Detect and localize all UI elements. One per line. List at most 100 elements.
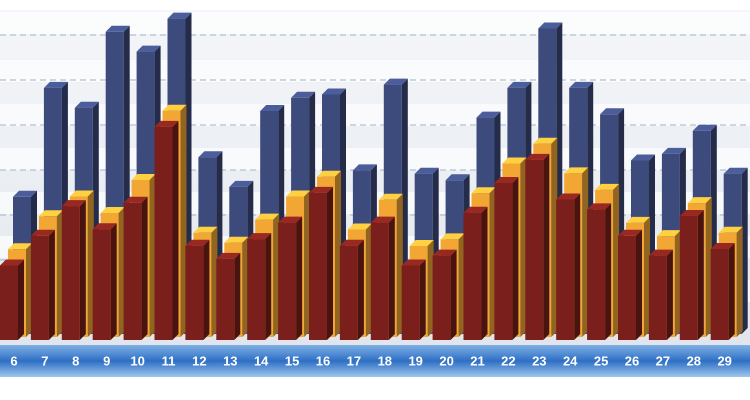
bar-top — [260, 105, 285, 111]
bar-side — [419, 259, 426, 340]
x-tick-label: 29 — [717, 353, 731, 368]
x-tick-label: 20 — [439, 353, 453, 368]
x-tick-label: 11 — [162, 353, 176, 368]
bar-top — [309, 186, 333, 193]
bar-top — [291, 91, 316, 98]
x-tick-label: 27 — [656, 353, 670, 368]
bar-side — [18, 259, 24, 340]
bar — [587, 209, 606, 340]
x-tick-label: 10 — [130, 353, 144, 368]
x-tick-label: 12 — [192, 353, 206, 368]
bar-top — [278, 216, 303, 223]
bar-top — [229, 180, 254, 187]
bar-side — [203, 239, 210, 340]
bar-side — [613, 183, 620, 337]
bar-side — [674, 230, 681, 337]
bar-top — [8, 243, 32, 250]
bar-top — [383, 78, 408, 85]
bar-top — [409, 240, 434, 246]
bar-side — [697, 210, 704, 340]
bar — [556, 199, 575, 340]
bar — [525, 159, 544, 340]
bar-top — [105, 25, 130, 32]
bar-top — [43, 81, 68, 88]
x-tick-label: 7 — [41, 353, 48, 368]
bar-side — [605, 203, 612, 340]
bar-top — [445, 174, 470, 181]
bar — [710, 249, 729, 340]
bar-top — [162, 104, 187, 111]
bar-top — [167, 12, 192, 19]
bar-side — [574, 193, 581, 340]
bar — [154, 126, 173, 341]
bar-side — [427, 240, 434, 337]
bar-top — [710, 243, 735, 249]
bar-side — [458, 233, 465, 337]
x-tick-label: 16 — [316, 353, 330, 368]
bar-top — [679, 210, 704, 216]
bar-side — [56, 210, 63, 337]
bar-side — [48, 229, 55, 340]
bar-top — [216, 252, 241, 259]
bar — [309, 192, 327, 340]
bar-side — [141, 196, 148, 340]
bar-top — [131, 174, 156, 180]
bar-side — [388, 216, 395, 340]
bar-top — [476, 111, 501, 118]
bar — [648, 255, 667, 340]
bar — [401, 265, 420, 340]
bar-side — [172, 120, 179, 341]
bar-top — [538, 22, 563, 29]
bar-top — [255, 213, 280, 220]
bar-side — [705, 197, 712, 337]
bar-side — [327, 186, 333, 340]
bar-top — [723, 167, 748, 174]
bar — [61, 206, 80, 340]
bar-top — [656, 230, 681, 237]
x-tick-label: 24 — [563, 353, 578, 368]
bar-top — [432, 249, 457, 256]
bar-side — [736, 226, 743, 337]
bar-side — [450, 249, 457, 340]
bar-top — [30, 229, 55, 236]
x-tick-label: 13 — [223, 353, 237, 368]
bar-top — [471, 187, 496, 194]
bar-side — [728, 243, 735, 340]
bar-side — [26, 243, 32, 337]
bar-top — [370, 216, 395, 223]
bar — [185, 245, 204, 340]
bar-top — [401, 259, 426, 266]
bar — [370, 222, 389, 340]
bar-side — [551, 137, 558, 337]
bar-top — [648, 249, 673, 256]
x-tick-label: 22 — [501, 353, 515, 368]
bar-side — [87, 190, 94, 337]
bar-side — [512, 177, 519, 340]
bar — [679, 216, 698, 340]
bar — [339, 245, 358, 340]
bar — [278, 222, 297, 340]
bar-top — [718, 226, 743, 233]
bar — [463, 212, 482, 340]
bar-top — [378, 193, 403, 200]
bar-top — [154, 120, 179, 127]
bar-top — [193, 226, 218, 233]
bar-top — [198, 151, 223, 158]
x-tick-label: 9 — [103, 353, 110, 368]
bar-top — [595, 183, 620, 190]
bar-side — [149, 174, 156, 337]
bar-side — [335, 170, 341, 337]
bar-top — [69, 190, 94, 197]
bar-top — [339, 239, 364, 246]
bar-top — [600, 108, 625, 115]
x-tick-label: 26 — [625, 353, 639, 368]
bar-top — [618, 229, 642, 236]
x-tick-label: 8 — [72, 353, 79, 368]
bar-side — [582, 167, 589, 337]
bar — [123, 202, 142, 340]
bar-top — [502, 157, 527, 164]
bar — [618, 235, 636, 340]
bar-side — [644, 216, 650, 337]
bar-top — [185, 239, 210, 246]
